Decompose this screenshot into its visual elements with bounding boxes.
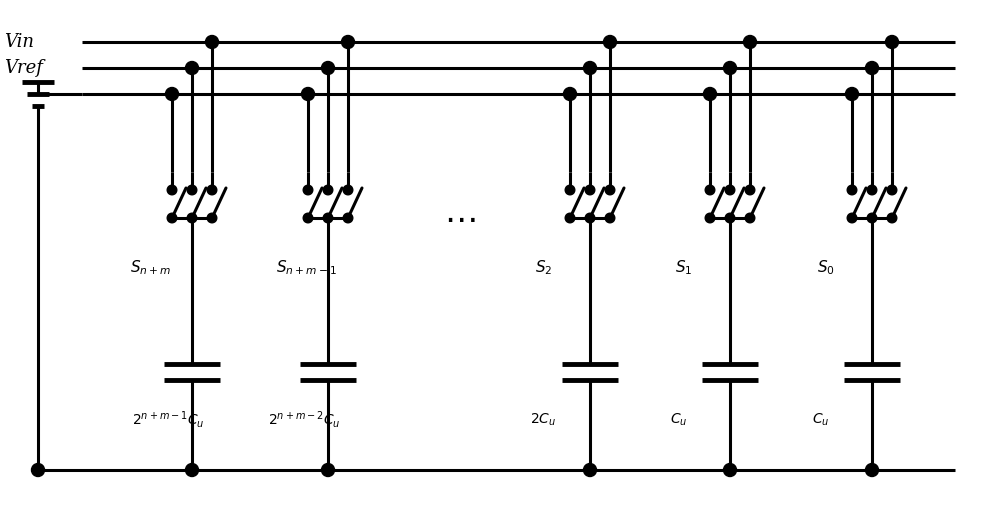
Circle shape — [725, 213, 735, 223]
Circle shape — [207, 213, 217, 223]
Text: $S_0$: $S_0$ — [817, 259, 835, 277]
Circle shape — [564, 88, 576, 100]
Circle shape — [867, 185, 877, 195]
Text: $S_{n+m}$: $S_{n+m}$ — [130, 259, 171, 277]
Circle shape — [605, 185, 615, 195]
Circle shape — [167, 213, 177, 223]
Circle shape — [705, 213, 715, 223]
Circle shape — [187, 213, 197, 223]
Circle shape — [302, 88, 315, 100]
Circle shape — [704, 88, 716, 100]
Circle shape — [886, 35, 898, 49]
Circle shape — [604, 35, 617, 49]
Text: $2C_u$: $2C_u$ — [530, 412, 556, 428]
Circle shape — [725, 185, 735, 195]
Circle shape — [866, 463, 879, 477]
Text: $C_u$: $C_u$ — [812, 412, 829, 428]
Circle shape — [744, 35, 757, 49]
Circle shape — [584, 61, 597, 75]
Circle shape — [745, 213, 755, 223]
Circle shape — [303, 185, 313, 195]
Circle shape — [186, 61, 199, 75]
Circle shape — [343, 213, 353, 223]
Text: $S_2$: $S_2$ — [535, 259, 552, 277]
Circle shape — [565, 213, 575, 223]
Circle shape — [323, 213, 333, 223]
Circle shape — [847, 213, 857, 223]
Circle shape — [322, 61, 335, 75]
Circle shape — [866, 61, 879, 75]
Text: Vref: Vref — [4, 59, 43, 77]
Circle shape — [343, 185, 353, 195]
Text: $2^{n+m-1}C_u$: $2^{n+m-1}C_u$ — [132, 410, 204, 430]
Circle shape — [186, 463, 199, 477]
Text: $C_u$: $C_u$ — [670, 412, 687, 428]
Circle shape — [846, 88, 859, 100]
Circle shape — [745, 185, 755, 195]
Circle shape — [207, 185, 217, 195]
Circle shape — [166, 88, 179, 100]
Circle shape — [322, 463, 335, 477]
Circle shape — [206, 35, 219, 49]
Text: Vin: Vin — [4, 33, 34, 51]
Circle shape — [867, 213, 877, 223]
Circle shape — [565, 185, 575, 195]
Circle shape — [585, 185, 595, 195]
Circle shape — [605, 213, 615, 223]
Circle shape — [887, 185, 897, 195]
Circle shape — [303, 213, 313, 223]
Text: $\cdots$: $\cdots$ — [444, 201, 476, 235]
Circle shape — [32, 463, 45, 477]
Circle shape — [167, 185, 177, 195]
Circle shape — [705, 185, 715, 195]
Circle shape — [724, 61, 736, 75]
Circle shape — [585, 213, 595, 223]
Circle shape — [724, 463, 736, 477]
Circle shape — [887, 213, 897, 223]
Circle shape — [584, 463, 597, 477]
Text: $S_1$: $S_1$ — [675, 259, 692, 277]
Circle shape — [342, 35, 355, 49]
Text: $2^{n+m-2}C_u$: $2^{n+m-2}C_u$ — [268, 410, 340, 430]
Text: $S_{n+m-1}$: $S_{n+m-1}$ — [276, 259, 337, 277]
Circle shape — [847, 185, 857, 195]
Circle shape — [187, 185, 197, 195]
Circle shape — [323, 185, 333, 195]
